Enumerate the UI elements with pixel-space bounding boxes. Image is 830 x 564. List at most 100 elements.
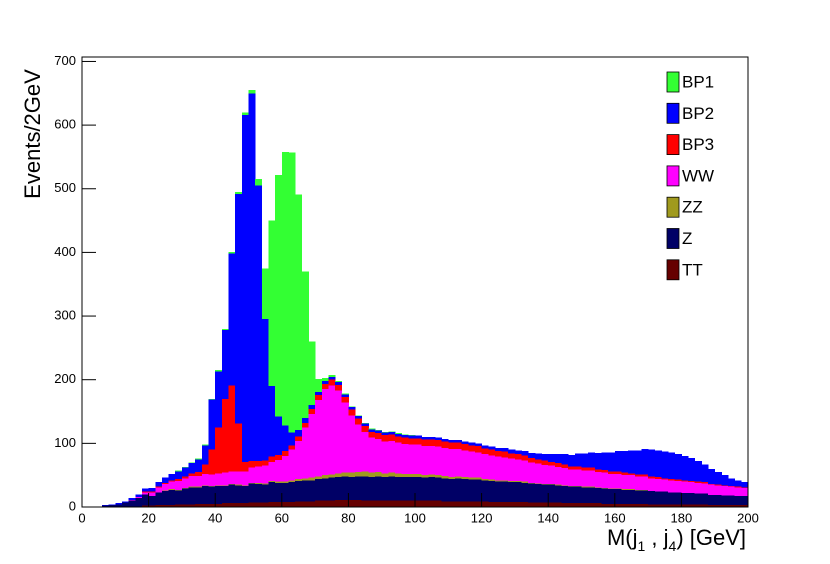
bar	[528, 482, 536, 484]
bar	[541, 484, 549, 503]
bar	[741, 487, 749, 497]
bar	[321, 389, 329, 476]
bar	[195, 458, 203, 460]
bar	[681, 481, 689, 493]
bar	[481, 478, 489, 481]
bar	[295, 194, 303, 430]
bar	[594, 503, 602, 507]
bar	[501, 457, 509, 481]
bar	[454, 476, 463, 479]
bar	[654, 491, 662, 505]
x-tick-label: 40	[208, 510, 222, 525]
bar	[275, 482, 283, 502]
bar	[434, 475, 443, 478]
bar	[468, 445, 476, 452]
bar	[215, 485, 223, 504]
bar	[521, 501, 529, 507]
bar	[728, 486, 736, 496]
bar	[361, 422, 369, 424]
bar	[381, 477, 389, 501]
bar	[628, 489, 636, 490]
bar	[474, 445, 482, 453]
bar	[681, 492, 689, 505]
bar	[321, 478, 329, 501]
bar	[315, 400, 323, 477]
bar	[728, 485, 736, 487]
x-axis-label: M(j1 , j4) [GeV]	[607, 525, 746, 554]
x-label-sub: 4	[669, 538, 677, 554]
bar	[188, 463, 196, 474]
bar	[621, 503, 629, 507]
bar	[375, 471, 383, 477]
bar	[608, 452, 616, 472]
bar	[408, 444, 416, 474]
bar	[248, 467, 256, 483]
bar	[115, 503, 123, 505]
bar	[168, 473, 176, 481]
bar	[628, 473, 636, 476]
bar	[341, 476, 349, 500]
bar	[215, 503, 223, 507]
bar	[308, 341, 316, 406]
bar	[474, 443, 482, 446]
bar	[648, 491, 656, 505]
bar	[561, 485, 569, 486]
bar	[694, 504, 702, 507]
bar	[381, 432, 389, 436]
y-axis-label: Events/2GeV	[20, 69, 45, 199]
bar	[281, 482, 289, 502]
bar	[348, 406, 356, 408]
bar	[741, 496, 749, 506]
bar	[634, 476, 642, 490]
bar	[361, 476, 369, 501]
bar	[395, 433, 403, 434]
bar	[614, 450, 622, 472]
bar	[148, 491, 156, 493]
bar	[541, 502, 549, 507]
bar	[594, 487, 602, 504]
bar	[101, 505, 110, 507]
bar	[648, 478, 656, 492]
bar	[534, 453, 542, 460]
bar	[308, 408, 316, 415]
bar	[221, 472, 229, 486]
bar	[201, 444, 209, 446]
bar	[195, 486, 203, 488]
bar	[561, 503, 569, 507]
bar	[261, 484, 269, 503]
bar	[188, 504, 196, 507]
bar	[161, 477, 169, 483]
bar	[148, 487, 156, 492]
bar	[428, 436, 436, 440]
bar	[628, 475, 636, 490]
bar	[268, 482, 276, 502]
bar	[248, 482, 256, 484]
bar	[348, 477, 356, 500]
bar	[441, 501, 449, 507]
bar	[268, 220, 276, 387]
bar	[228, 503, 236, 507]
bar	[581, 453, 589, 468]
bar	[548, 484, 556, 503]
bar	[641, 490, 649, 504]
bar	[361, 423, 369, 427]
bar	[454, 442, 463, 450]
bar	[561, 454, 569, 465]
bar	[208, 485, 216, 487]
bar	[561, 464, 569, 469]
bar	[255, 466, 263, 483]
bar	[135, 496, 143, 499]
bar	[395, 436, 403, 443]
bar	[228, 484, 236, 485]
bar	[288, 480, 296, 483]
bar	[548, 461, 556, 466]
bar	[408, 438, 416, 445]
bar	[215, 371, 223, 428]
bar	[221, 503, 229, 507]
bar	[415, 435, 423, 439]
bar	[308, 480, 316, 502]
bar	[674, 504, 682, 507]
bar	[574, 485, 582, 487]
bar	[734, 486, 742, 488]
